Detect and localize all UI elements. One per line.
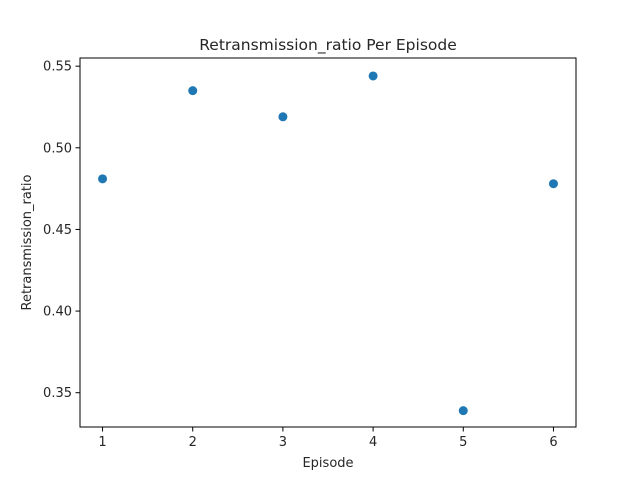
y-tick-label: 0.40: [43, 305, 72, 320]
x-axis-title: Episode: [302, 456, 353, 471]
x-tick-label: 2: [189, 435, 197, 450]
data-point: [458, 406, 468, 416]
chart-title: Retransmission_ratio Per Episode: [199, 36, 457, 55]
y-tick-label: 0.35: [43, 386, 72, 401]
y-tick-label: 0.45: [43, 223, 72, 238]
x-tick-label: 1: [98, 435, 106, 450]
data-point: [368, 71, 378, 81]
axis-ticks: 1 2 3 4 5 6 0.35 0.40 0.45 0.50 0.55: [43, 60, 558, 450]
x-tick-label: 6: [549, 435, 557, 450]
y-tick-label: 0.50: [43, 141, 72, 156]
x-tick-label: 5: [459, 435, 467, 450]
x-tick-label: 4: [369, 435, 377, 450]
x-tick-label: 3: [279, 435, 287, 450]
data-point: [98, 174, 108, 184]
y-axis-title: Retransmission_ratio: [20, 174, 35, 310]
plot-frame: [79, 57, 577, 428]
data-point: [188, 86, 198, 96]
y-tick-label: 0.55: [43, 60, 72, 75]
data-point: [548, 179, 558, 189]
data-point: [278, 112, 288, 122]
data-points: [98, 71, 558, 416]
